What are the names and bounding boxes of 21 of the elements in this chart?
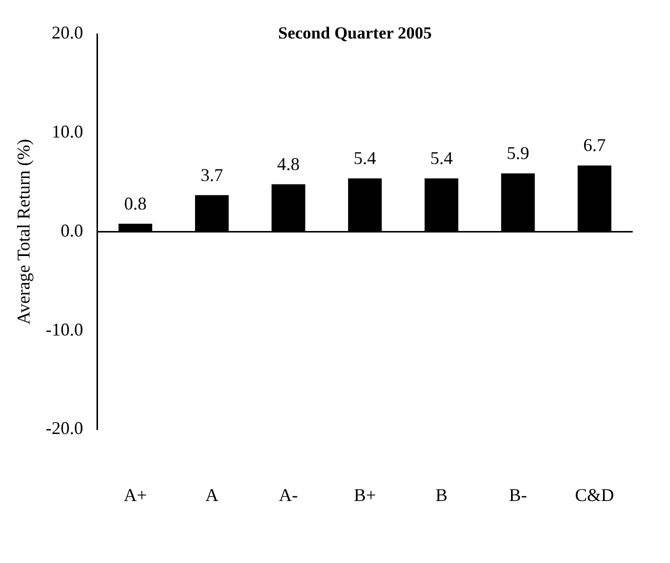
- y-tick-label: -10.0: [46, 319, 84, 340]
- data-label: 4.8: [277, 154, 300, 174]
- data-label: 6.7: [583, 135, 606, 156]
- data-label: 0.8: [124, 194, 147, 214]
- x-tick-label: B: [435, 484, 448, 505]
- data-label: 5.4: [354, 148, 376, 168]
- x-tick-label: C&D: [574, 484, 614, 505]
- y-axis-title: Average Total Return (%): [14, 138, 34, 324]
- x-tick-label: B+: [354, 484, 376, 505]
- data-label: 3.7: [200, 164, 224, 185]
- y-tick-label: 20.0: [52, 22, 84, 43]
- x-tick-label: A+: [124, 484, 147, 505]
- y-tick-label: 0.0: [60, 220, 84, 240]
- y-tick-label: -20.0: [46, 418, 84, 438]
- y-tick-label: 10.0: [52, 122, 84, 142]
- chart-title: Second Quarter 2005: [278, 23, 432, 42]
- x-tick-label: A: [205, 484, 218, 505]
- data-label: 5.4: [430, 148, 453, 168]
- x-tick-label: B-: [508, 484, 527, 505]
- x-tick-label: A-: [278, 484, 298, 505]
- data-label: 5.9: [506, 143, 530, 164]
